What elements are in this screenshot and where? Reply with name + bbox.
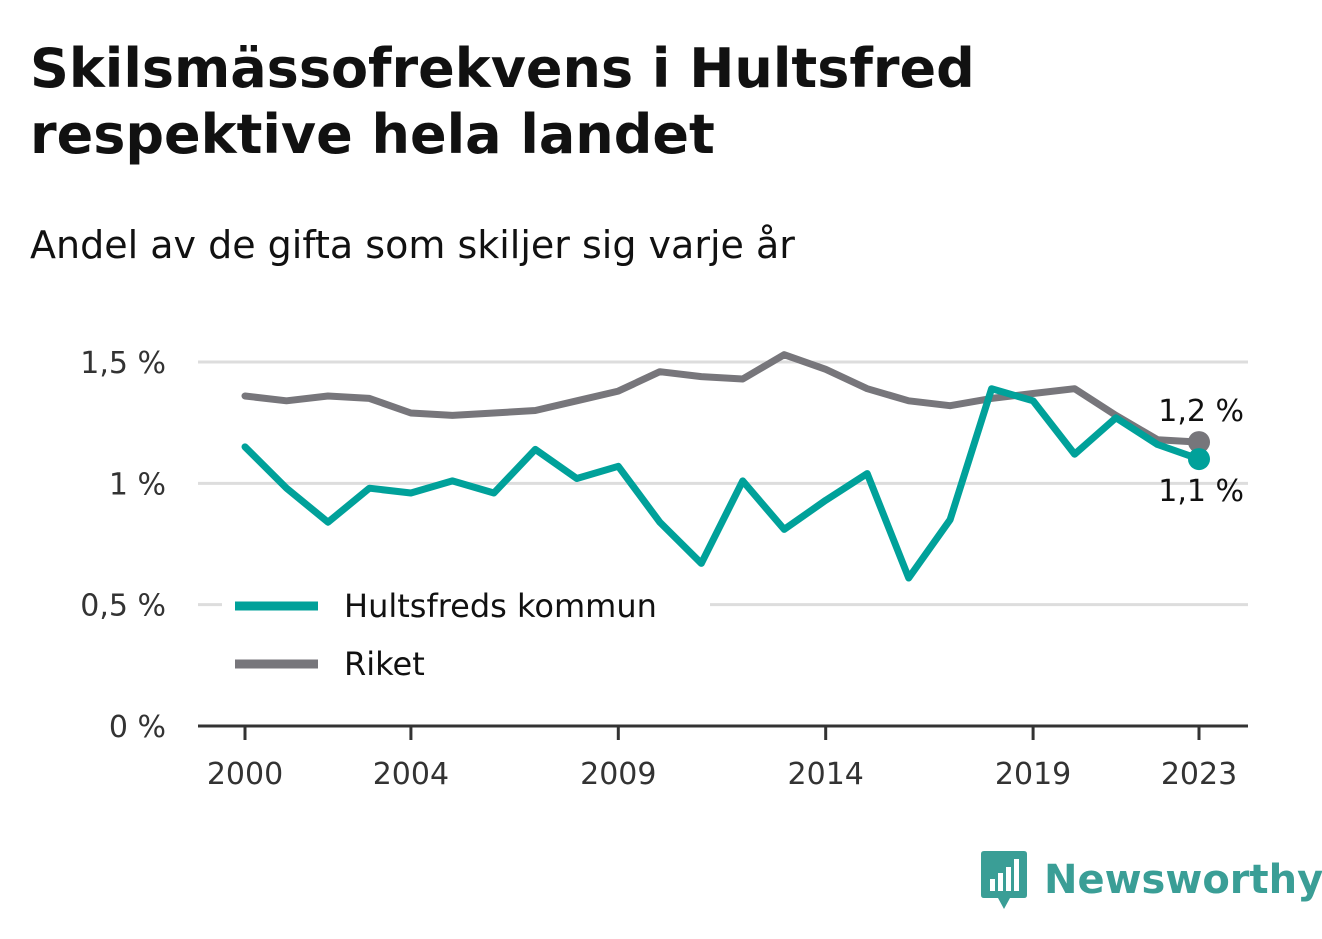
x-tick-label: 2023 [1161, 757, 1237, 792]
legend: Hultsfreds kommun Riket [222, 578, 710, 698]
x-tick-label: 2009 [580, 757, 656, 792]
x-tick-label: 2000 [207, 757, 283, 792]
series-line [241, 385, 1203, 582]
x-tick-label: 2014 [788, 757, 864, 792]
chart-bubble-icon [981, 851, 1027, 909]
legend-label: Hultsfreds kommun [344, 587, 657, 625]
series-line [241, 351, 1203, 446]
y-tick-label: 1,5 % [80, 346, 166, 381]
y-tick-label: 1 % [109, 467, 166, 502]
legend-background [222, 578, 710, 698]
end-label-riket: 1,2 % [1158, 394, 1244, 429]
series-end-marker [1188, 448, 1210, 471]
end-labels: 1,2 % 1,1 % [1158, 394, 1244, 509]
series-lines [241, 351, 1210, 582]
end-label-hultsfred: 1,1 % [1158, 474, 1244, 509]
legend-label: Riket [344, 645, 425, 683]
x-axis: 2000 2004 2009 2014 2019 2023 [198, 724, 1248, 792]
y-tick-label: 0,5 % [80, 589, 166, 624]
chart-title: Skilsmässofrekvens i Hultsfred respektiv… [30, 37, 975, 166]
y-tick-label: 0 % [109, 710, 166, 745]
x-tick-label: 2019 [995, 757, 1071, 792]
series-end-marker [1188, 431, 1210, 454]
x-tick-label: 2004 [373, 757, 449, 792]
chart-subtitle: Andel av de gifta som skiljer sig varje … [30, 223, 795, 267]
brand-name: Newsworthy [1044, 857, 1322, 903]
newsworthy-logo: Newsworthy [980, 848, 1322, 912]
y-axis-ticks: 0 % 0,5 % 1 % 1,5 % [80, 346, 166, 745]
